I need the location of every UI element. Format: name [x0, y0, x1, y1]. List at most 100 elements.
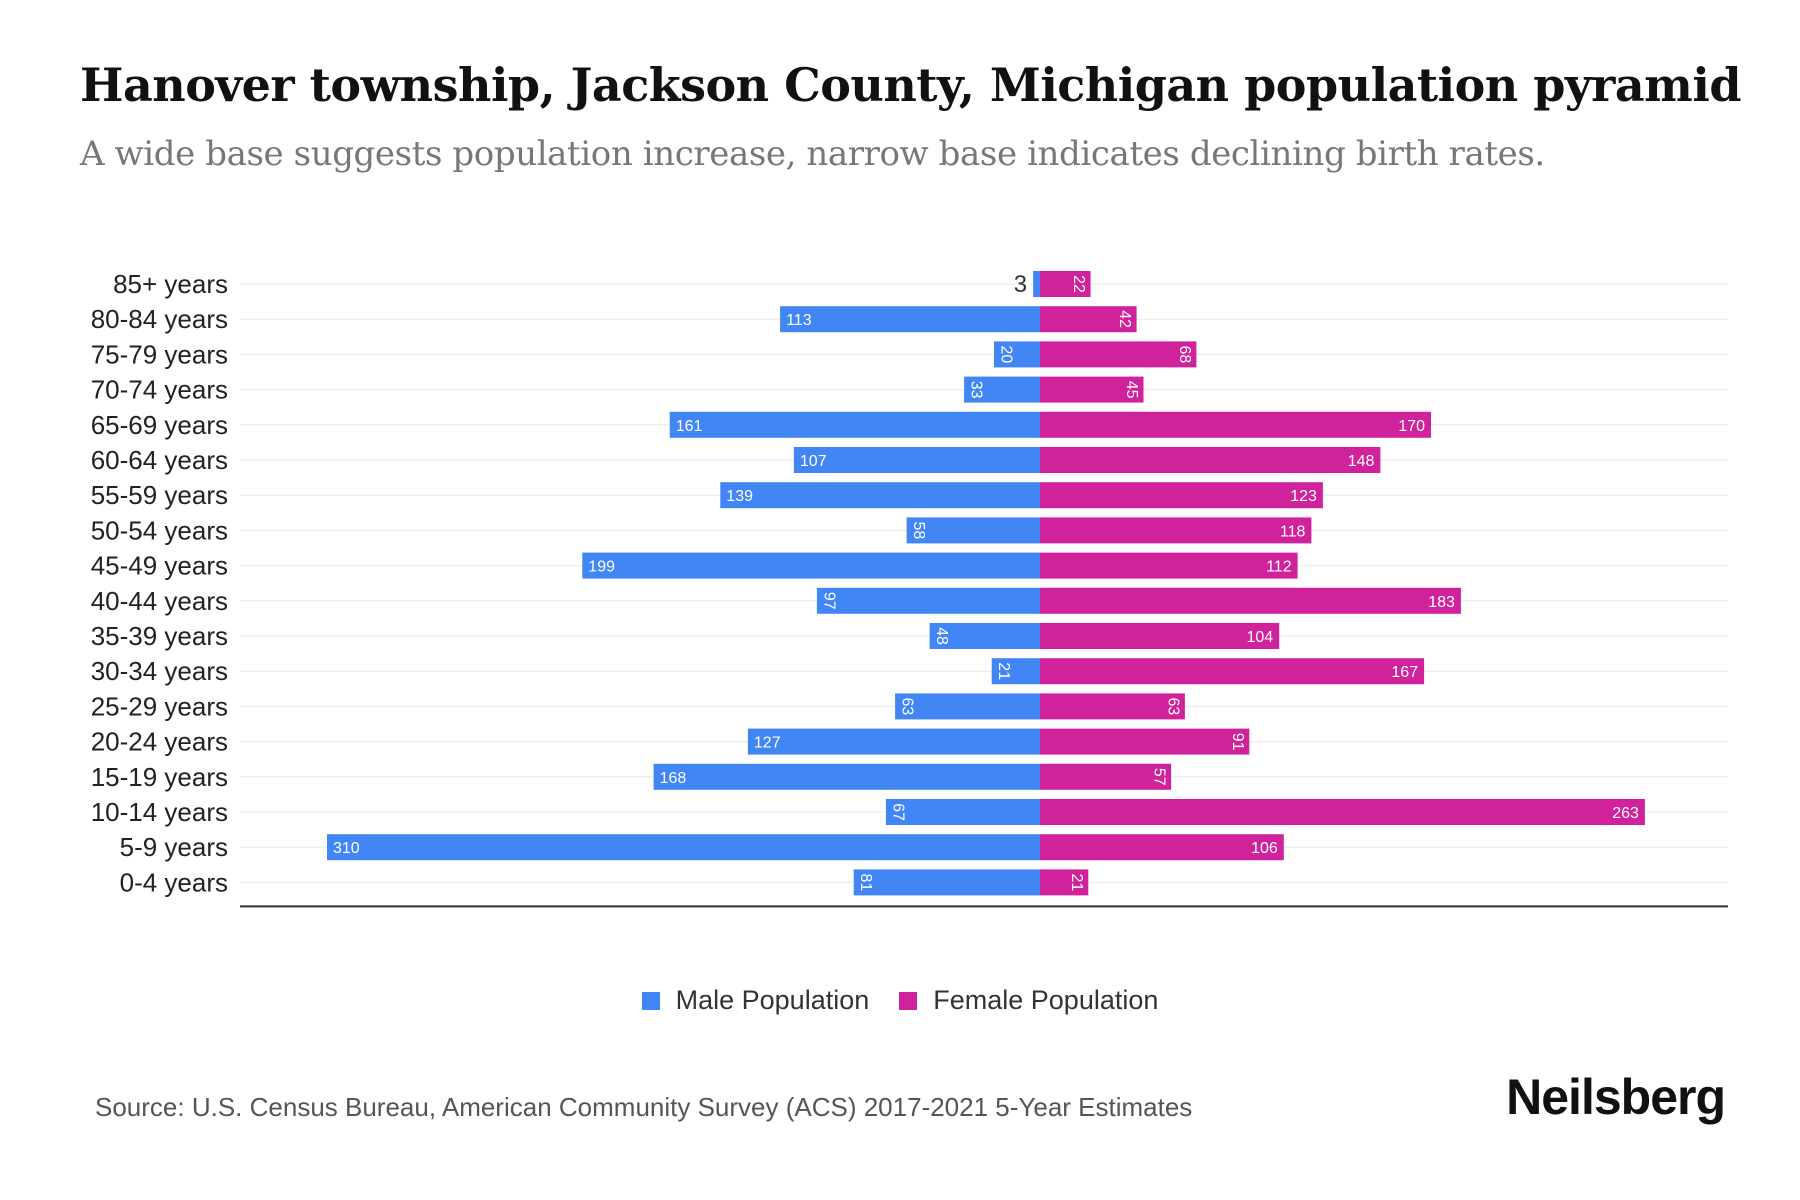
male-value-label: 310 — [333, 840, 360, 857]
male-bar[interactable] — [582, 552, 1040, 579]
legend-item-female[interactable]: Female Population — [899, 985, 1158, 1016]
female-value-label: 183 — [1428, 594, 1455, 611]
age-group-label: 75-79 years — [91, 339, 228, 369]
female-bar[interactable] — [1040, 482, 1323, 509]
age-group-label: 15-19 years — [91, 762, 228, 792]
chart-subtitle: A wide base suggests population increase… — [80, 134, 1545, 174]
female-bar[interactable] — [1040, 306, 1137, 333]
male-bar[interactable] — [994, 341, 1040, 368]
female-value-label: 21 — [1068, 874, 1085, 892]
female-value-label: 123 — [1290, 488, 1317, 505]
male-value-label: 33 — [968, 381, 985, 399]
male-value-label: 199 — [588, 559, 615, 576]
female-bar[interactable] — [1040, 552, 1298, 579]
male-value-label: 97 — [820, 592, 837, 610]
female-bar[interactable] — [1040, 763, 1172, 790]
male-value-label: 161 — [676, 418, 703, 435]
age-group-label: 60-64 years — [91, 445, 228, 475]
age-group-label: 10-14 years — [91, 797, 228, 827]
female-value-label: 91 — [1229, 733, 1246, 751]
female-value-label: 106 — [1251, 840, 1278, 857]
female-value-label: 112 — [1266, 559, 1292, 576]
female-bar[interactable] — [1040, 447, 1381, 473]
female-bar[interactable] — [1040, 517, 1312, 544]
female-value-label: 22 — [1070, 275, 1087, 293]
legend-label-female: Female Population — [933, 985, 1159, 1015]
legend-label-male: Male Population — [675, 985, 870, 1015]
male-bar[interactable] — [669, 411, 1040, 438]
age-group-label: 80-84 years — [91, 304, 228, 334]
female-bar[interactable] — [1040, 799, 1645, 825]
female-value-label: 148 — [1348, 453, 1375, 470]
age-group-label: 0-4 years — [120, 867, 228, 897]
male-bar[interactable] — [929, 623, 1040, 649]
female-bar[interactable] — [1040, 869, 1089, 896]
male-bar[interactable] — [816, 587, 1040, 614]
chart-title: Hanover township, Jackson County, Michig… — [80, 58, 1742, 112]
age-group-label: 25-29 years — [91, 691, 228, 721]
male-value-label: 67 — [889, 803, 906, 821]
age-group-label: 50-54 years — [91, 515, 228, 545]
age-group-label: 30-34 years — [91, 656, 228, 686]
male-bar[interactable] — [895, 693, 1040, 720]
male-bar[interactable] — [780, 306, 1040, 333]
age-group-label: 55-59 years — [91, 480, 228, 510]
age-group-label: 45-49 years — [91, 551, 228, 581]
male-value-label: 127 — [754, 735, 781, 752]
male-bar[interactable] — [720, 482, 1040, 509]
male-bar[interactable] — [327, 834, 1040, 861]
male-value-label: 58 — [910, 522, 927, 540]
female-bar[interactable] — [1040, 623, 1280, 649]
male-value-label: 63 — [899, 698, 916, 716]
age-group-label: 70-74 years — [91, 375, 228, 405]
male-bar[interactable] — [747, 728, 1040, 755]
age-group-label: 65-69 years — [91, 410, 228, 440]
female-value-label: 68 — [1176, 346, 1193, 364]
female-value-label: 45 — [1123, 381, 1140, 399]
female-bar[interactable] — [1040, 834, 1284, 861]
age-group-label: 20-24 years — [91, 727, 228, 757]
male-value-label: 21 — [995, 662, 1012, 680]
male-value-label: 168 — [660, 770, 687, 787]
source-note: Source: U.S. Census Bureau, American Com… — [95, 1092, 1193, 1122]
male-value-label: 113 — [786, 312, 812, 329]
male-bar[interactable] — [793, 447, 1040, 473]
female-bar[interactable] — [1040, 728, 1250, 755]
brand-logo: Neilsberg — [1506, 1069, 1726, 1125]
male-bar[interactable] — [964, 376, 1040, 403]
male-value-label: 3 — [1014, 271, 1027, 298]
female-value-label: 118 — [1280, 523, 1306, 540]
female-value-label: 170 — [1398, 418, 1425, 435]
male-bar[interactable] — [906, 517, 1040, 544]
male-value-label: 139 — [726, 488, 753, 505]
chart-legend: Male Population Female Population — [0, 985, 1800, 1016]
female-value-label: 57 — [1151, 768, 1168, 786]
male-bar[interactable] — [991, 658, 1040, 685]
female-bar[interactable] — [1040, 587, 1461, 614]
female-bar[interactable] — [1040, 658, 1425, 685]
age-group-label: 85+ years — [113, 269, 228, 299]
female-bar[interactable] — [1040, 271, 1091, 297]
age-group-label: 40-44 years — [91, 586, 228, 616]
female-value-label: 167 — [1391, 664, 1418, 681]
male-bar[interactable] — [653, 763, 1040, 790]
female-value-label: 104 — [1246, 629, 1273, 646]
male-value-label: 48 — [933, 627, 950, 645]
legend-item-male[interactable]: Male Population — [641, 985, 870, 1016]
female-swatch-icon — [899, 991, 918, 1010]
male-value-label: 20 — [998, 346, 1015, 364]
female-bar[interactable] — [1040, 693, 1185, 720]
female-value-label: 42 — [1116, 310, 1133, 328]
age-group-label: 5-9 years — [120, 832, 228, 862]
male-bar[interactable] — [853, 869, 1040, 896]
male-bar[interactable] — [885, 799, 1040, 825]
female-bar[interactable] — [1040, 341, 1197, 368]
female-bar[interactable] — [1040, 411, 1431, 438]
age-group-label: 35-39 years — [91, 621, 228, 651]
female-bar[interactable] — [1040, 376, 1144, 403]
female-value-label: 63 — [1164, 698, 1181, 716]
male-value-label: 107 — [800, 453, 827, 470]
male-swatch-icon — [641, 991, 660, 1010]
male-bar[interactable] — [1033, 271, 1040, 297]
